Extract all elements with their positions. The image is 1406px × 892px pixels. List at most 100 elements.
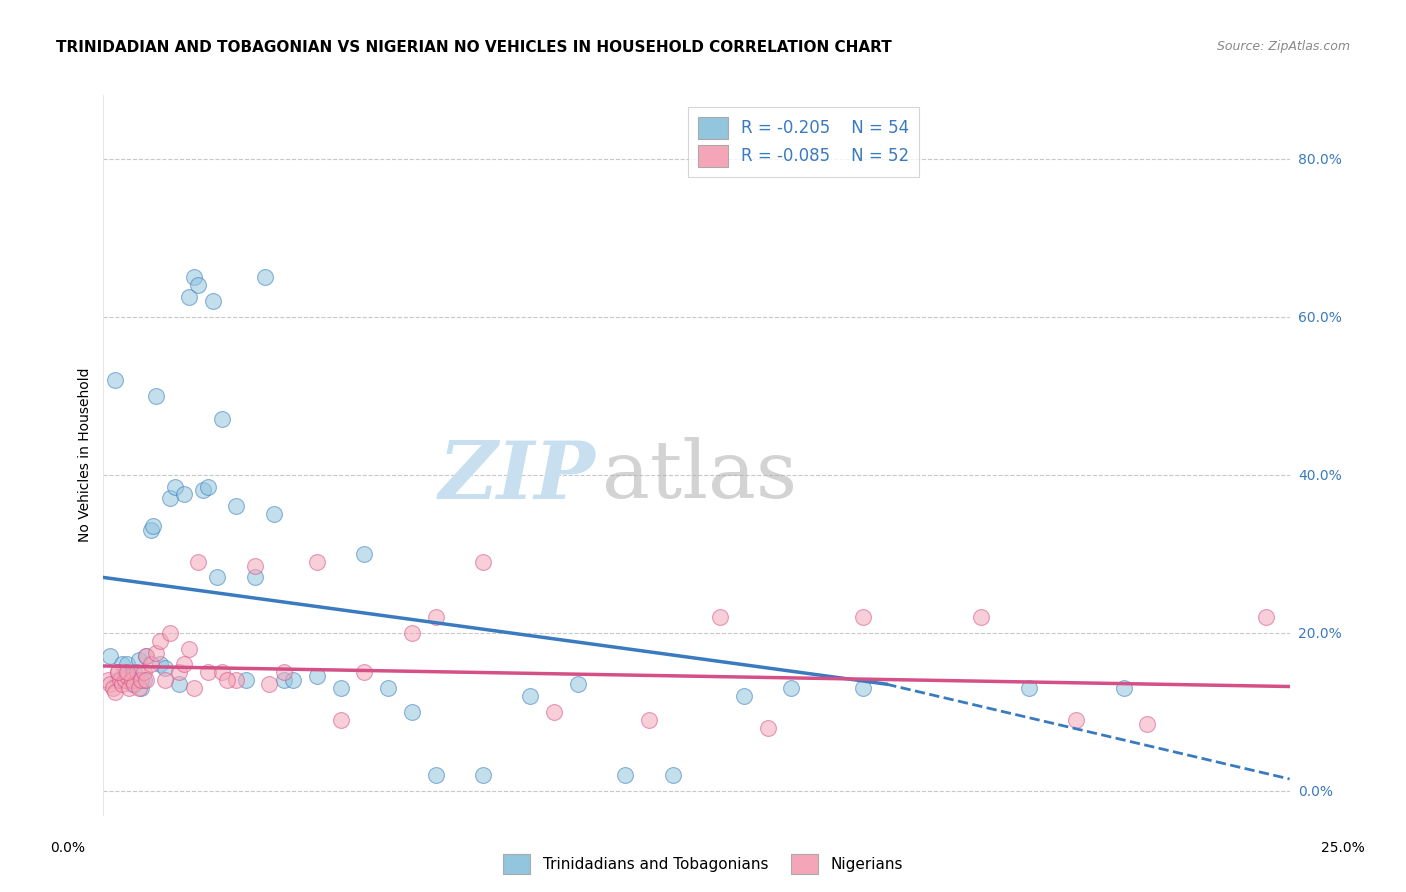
Point <box>145 646 167 660</box>
Text: 25.0%: 25.0% <box>1320 841 1365 855</box>
Point <box>225 673 247 688</box>
Text: ZIP: ZIP <box>439 438 596 516</box>
Point <box>121 673 143 688</box>
Point <box>97 673 120 688</box>
Point <box>111 677 134 691</box>
Point <box>1018 681 1040 695</box>
Point <box>183 270 205 285</box>
Text: 0.0%: 0.0% <box>51 841 84 855</box>
Point <box>425 610 447 624</box>
Point <box>173 657 195 672</box>
Point <box>201 293 224 308</box>
Point <box>107 665 129 680</box>
Point <box>283 673 305 688</box>
Point <box>183 681 205 695</box>
Point <box>149 633 172 648</box>
Point <box>131 673 153 688</box>
Point <box>851 681 873 695</box>
Point <box>245 558 267 573</box>
Point <box>149 657 172 672</box>
Point <box>197 665 219 680</box>
Point <box>177 641 200 656</box>
Point <box>543 705 565 719</box>
Y-axis label: No Vehicles in Household: No Vehicles in Household <box>79 368 93 542</box>
Point <box>329 681 352 695</box>
Point <box>425 768 447 782</box>
Point <box>401 705 423 719</box>
Point <box>169 677 191 691</box>
Point <box>135 649 157 664</box>
Point <box>159 491 181 506</box>
Point <box>305 555 328 569</box>
Point <box>225 500 247 514</box>
Point <box>153 673 176 688</box>
Point <box>114 665 136 680</box>
Point <box>115 669 138 683</box>
Legend: Trinidadians and Tobagonians, Nigerians: Trinidadians and Tobagonians, Nigerians <box>496 848 910 880</box>
Point <box>970 610 993 624</box>
Point <box>115 657 138 672</box>
Point <box>139 523 162 537</box>
Point <box>197 479 219 493</box>
Point <box>135 649 157 664</box>
Point <box>353 665 375 680</box>
Point <box>1064 713 1087 727</box>
Point <box>1254 610 1277 624</box>
Point <box>472 555 495 569</box>
Point <box>163 479 186 493</box>
Point <box>211 412 233 426</box>
Point <box>128 681 150 695</box>
Point <box>100 677 122 691</box>
Point <box>132 665 155 680</box>
Point <box>111 657 134 672</box>
Point <box>472 768 495 782</box>
Point <box>191 483 214 498</box>
Point <box>118 673 141 688</box>
Point <box>305 669 328 683</box>
Point <box>353 547 375 561</box>
Text: TRINIDADIAN AND TOBAGONIAN VS NIGERIAN NO VEHICLES IN HOUSEHOLD CORRELATION CHAR: TRINIDADIAN AND TOBAGONIAN VS NIGERIAN N… <box>56 40 891 55</box>
Point <box>567 677 589 691</box>
Point <box>207 570 229 584</box>
Point <box>115 665 138 680</box>
Point <box>139 657 162 672</box>
Point <box>114 673 136 688</box>
Point <box>132 673 155 688</box>
Point <box>159 625 181 640</box>
Point <box>187 277 209 292</box>
Text: atlas: atlas <box>602 437 797 516</box>
Point <box>142 519 165 533</box>
Point <box>709 610 731 624</box>
Point <box>125 665 148 680</box>
Point <box>756 721 779 735</box>
Point <box>273 673 295 688</box>
Point <box>104 373 127 387</box>
Point <box>733 689 755 703</box>
Point <box>614 768 637 782</box>
Text: Source: ZipAtlas.com: Source: ZipAtlas.com <box>1216 40 1350 54</box>
Point <box>259 677 281 691</box>
Point <box>263 507 285 521</box>
Point <box>122 665 145 680</box>
Point <box>273 665 295 680</box>
Point <box>245 570 267 584</box>
Point <box>187 555 209 569</box>
Point <box>377 681 399 695</box>
Point <box>253 270 276 285</box>
Point <box>107 673 129 688</box>
Point <box>153 661 176 675</box>
Point <box>107 665 129 680</box>
Point <box>169 665 191 680</box>
Point <box>135 673 157 688</box>
Point <box>661 768 683 782</box>
Legend: R = -0.205    N = 54, R = -0.085    N = 52: R = -0.205 N = 54, R = -0.085 N = 52 <box>688 107 920 177</box>
Point <box>177 290 200 304</box>
Point <box>329 713 352 727</box>
Point <box>211 665 233 680</box>
Point <box>101 681 124 695</box>
Point <box>1112 681 1135 695</box>
Point <box>131 681 153 695</box>
Point <box>118 681 141 695</box>
Point <box>108 673 131 688</box>
Point <box>121 677 143 691</box>
